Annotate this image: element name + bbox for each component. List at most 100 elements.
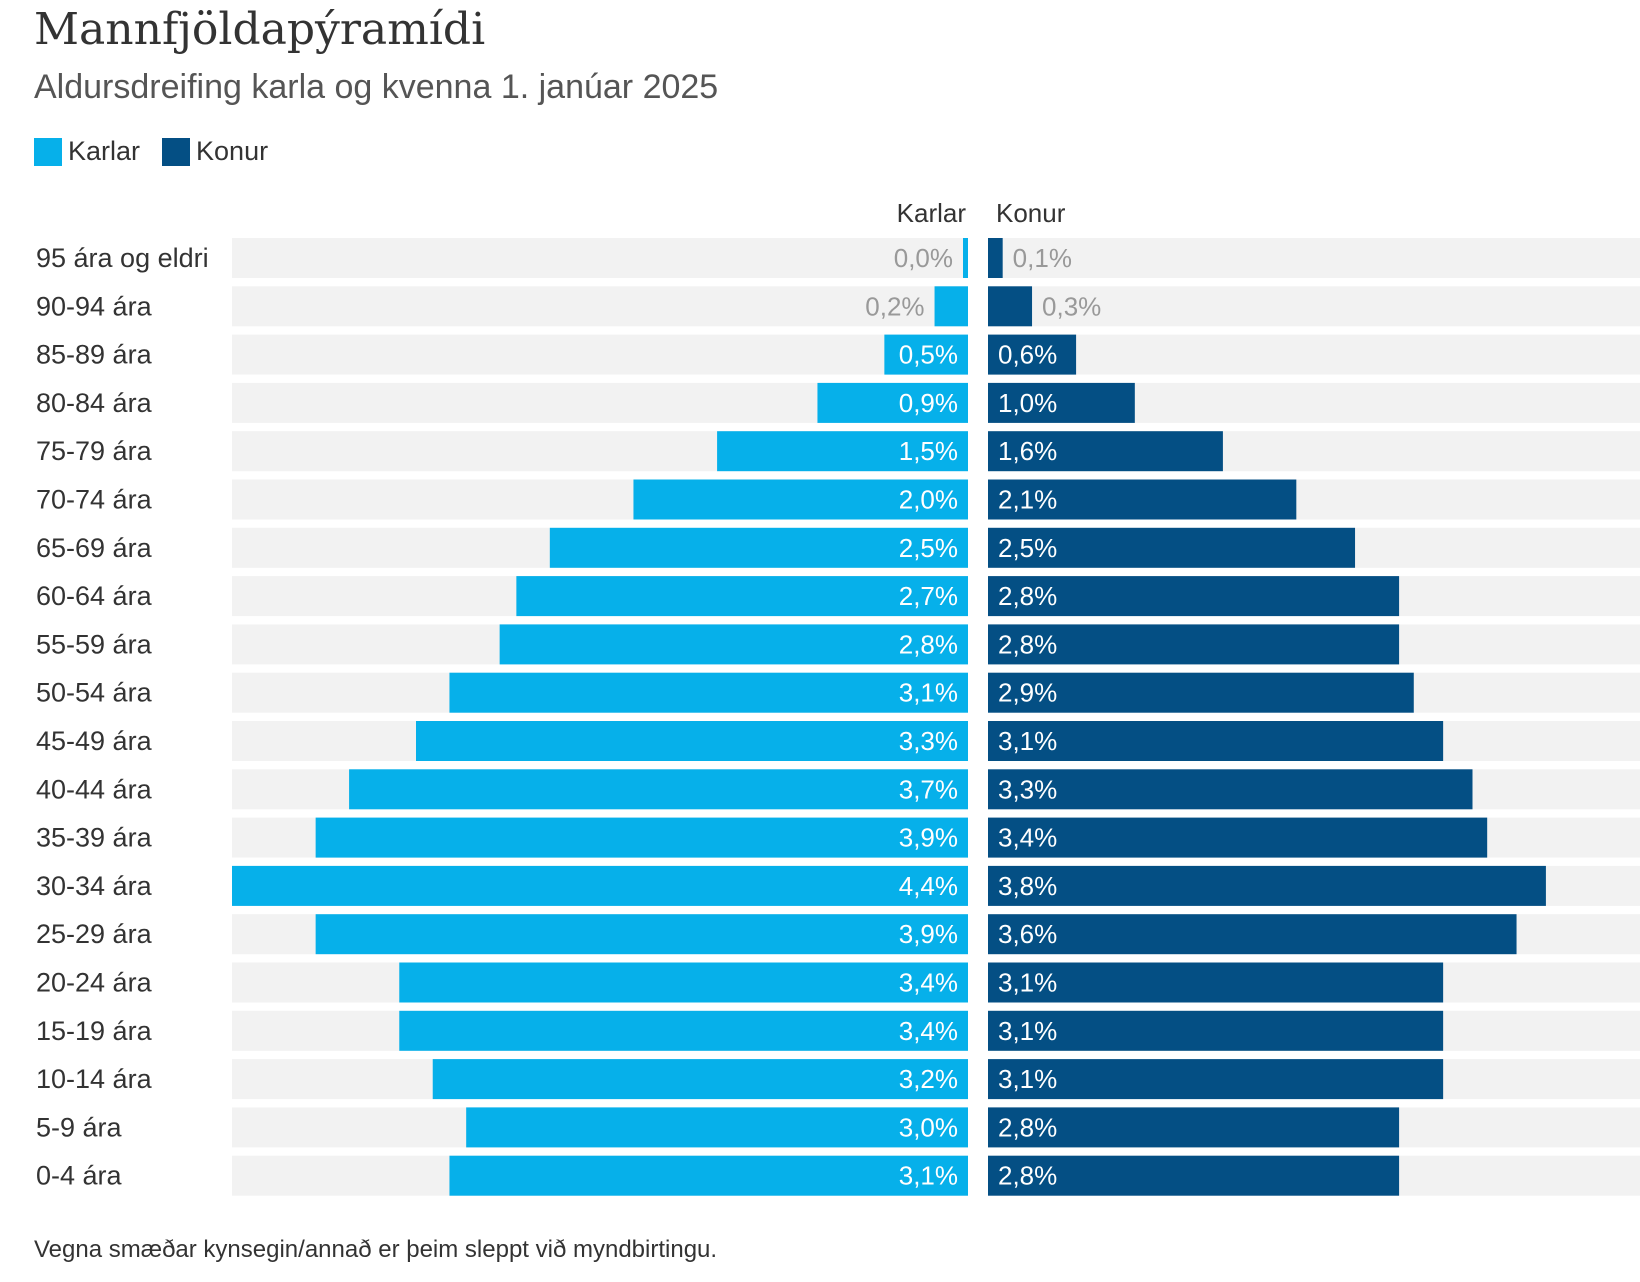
data-label-karlar: 4,4% bbox=[899, 871, 958, 901]
category-label: 5-9 ára bbox=[36, 1112, 123, 1142]
bar-track-karlar bbox=[232, 334, 968, 375]
bar-konur bbox=[988, 334, 1077, 375]
data-label-konur: 2,8% bbox=[998, 629, 1057, 659]
bar-karlar bbox=[817, 382, 968, 423]
bar-karlar bbox=[633, 479, 968, 520]
bar-track-konur bbox=[988, 286, 1640, 327]
bar-karlar bbox=[516, 576, 968, 617]
bar-karlar bbox=[449, 1155, 968, 1196]
category-label: 55-59 ára bbox=[36, 629, 153, 659]
bar-karlar bbox=[349, 769, 968, 810]
bar-konur bbox=[988, 286, 1033, 327]
category-label: 15-19 ára bbox=[36, 1016, 153, 1046]
category-label: 65-69 ára bbox=[36, 533, 153, 563]
data-label-konur: 3,3% bbox=[998, 774, 1057, 804]
bar-track-konur bbox=[988, 238, 1640, 278]
bar-karlar bbox=[884, 334, 968, 375]
column-header-karlar: Karlar bbox=[897, 198, 967, 228]
legend-item-karlar[interactable]: Karlar bbox=[34, 136, 140, 167]
data-label-konur: 0,3% bbox=[1042, 291, 1101, 321]
data-label-konur: 3,1% bbox=[998, 1016, 1057, 1046]
bar-karlar bbox=[399, 1010, 969, 1051]
bar-konur bbox=[988, 1010, 1444, 1051]
bar-karlar bbox=[315, 914, 968, 955]
data-label-konur: 2,1% bbox=[998, 485, 1057, 515]
data-label-karlar: 3,1% bbox=[899, 678, 958, 708]
footnote: Vegna smæðar kynsegin/annað er þeim slep… bbox=[34, 1236, 718, 1263]
legend-label-karlar: Karlar bbox=[68, 136, 141, 166]
data-label-konur: 2,8% bbox=[998, 581, 1057, 611]
data-label-konur: 3,6% bbox=[998, 919, 1057, 949]
category-label: 80-84 ára bbox=[36, 388, 153, 418]
category-label: 85-89 ára bbox=[36, 340, 153, 370]
data-label-konur: 3,1% bbox=[998, 726, 1057, 756]
bar-konur bbox=[988, 865, 1546, 906]
data-label-karlar: 3,9% bbox=[899, 919, 958, 949]
bar-konur bbox=[988, 479, 1297, 520]
bar-karlar bbox=[717, 431, 968, 472]
bar-konur bbox=[988, 624, 1400, 665]
chart-title: Mannfjöldapýramídi bbox=[34, 4, 486, 55]
data-label-karlar: 3,4% bbox=[899, 968, 958, 998]
data-label-karlar: 2,5% bbox=[899, 533, 958, 563]
data-label-karlar: 1,5% bbox=[899, 436, 958, 466]
bar-konur bbox=[988, 382, 1135, 423]
bar-track-karlar bbox=[232, 238, 968, 278]
category-label: 10-14 ára bbox=[36, 1064, 153, 1094]
bar-konur bbox=[988, 576, 1400, 617]
data-label-karlar: 2,7% bbox=[899, 581, 958, 611]
data-label-konur: 3,1% bbox=[998, 1064, 1057, 1094]
bar-konur bbox=[988, 721, 1444, 761]
data-label-konur: 0,6% bbox=[998, 340, 1057, 370]
data-label-konur: 0,1% bbox=[1013, 243, 1072, 273]
bar-track-konur bbox=[988, 334, 1640, 375]
data-label-karlar: 3,1% bbox=[899, 1161, 958, 1191]
data-label-karlar: 3,4% bbox=[899, 1016, 958, 1046]
data-label-konur: 2,9% bbox=[998, 678, 1057, 708]
data-label-konur: 2,8% bbox=[998, 1161, 1057, 1191]
category-label: 60-64 ára bbox=[36, 581, 153, 611]
bar-karlar bbox=[232, 865, 968, 906]
bar-karlar bbox=[399, 962, 969, 1003]
category-label: 45-49 ára bbox=[36, 726, 153, 756]
bar-konur bbox=[988, 769, 1473, 810]
bar-konur bbox=[988, 527, 1356, 568]
bar-konur bbox=[988, 1155, 1400, 1196]
legend-swatch-konur bbox=[162, 137, 191, 166]
category-label: 95 ára og eldri bbox=[36, 243, 209, 273]
bar-karlar bbox=[934, 286, 968, 327]
category-label: 75-79 ára bbox=[36, 436, 153, 466]
data-label-konur: 2,8% bbox=[998, 1112, 1057, 1142]
data-label-konur: 3,1% bbox=[998, 968, 1057, 998]
bar-konur bbox=[988, 962, 1444, 1003]
chart-subtitle: Aldursdreifing karla og kvenna 1. janúar… bbox=[34, 68, 719, 106]
category-label: 25-29 ára bbox=[36, 919, 153, 949]
bar-konur bbox=[988, 914, 1517, 955]
data-label-karlar: 3,2% bbox=[899, 1064, 958, 1094]
bar-konur bbox=[988, 1107, 1400, 1148]
category-label: 50-54 ára bbox=[36, 678, 153, 708]
category-label: 35-39 ára bbox=[36, 823, 153, 853]
bar-karlar bbox=[315, 817, 968, 858]
category-label: 40-44 ára bbox=[36, 774, 153, 804]
data-label-konur: 3,4% bbox=[998, 823, 1057, 853]
bar-konur bbox=[988, 238, 1003, 278]
category-label: 70-74 ára bbox=[36, 485, 153, 515]
legend-item-konur[interactable]: Konur bbox=[162, 136, 268, 167]
data-label-karlar: 3,9% bbox=[899, 823, 958, 853]
bar-konur bbox=[988, 672, 1414, 713]
data-label-konur: 1,6% bbox=[998, 436, 1057, 466]
bar-karlar bbox=[963, 238, 968, 278]
bar-karlar bbox=[499, 624, 968, 665]
bar-konur bbox=[988, 1059, 1444, 1100]
data-label-karlar: 0,9% bbox=[899, 388, 958, 418]
column-header-konur: Konur bbox=[996, 198, 1066, 228]
category-label: 90-94 ára bbox=[36, 291, 153, 321]
bar-konur bbox=[988, 817, 1488, 858]
data-label-konur: 2,5% bbox=[998, 533, 1057, 563]
bar-karlar bbox=[466, 1107, 968, 1148]
data-label-karlar: 0,5% bbox=[899, 340, 958, 370]
bar-karlar bbox=[549, 527, 968, 568]
category-label: 0-4 ára bbox=[36, 1161, 123, 1191]
